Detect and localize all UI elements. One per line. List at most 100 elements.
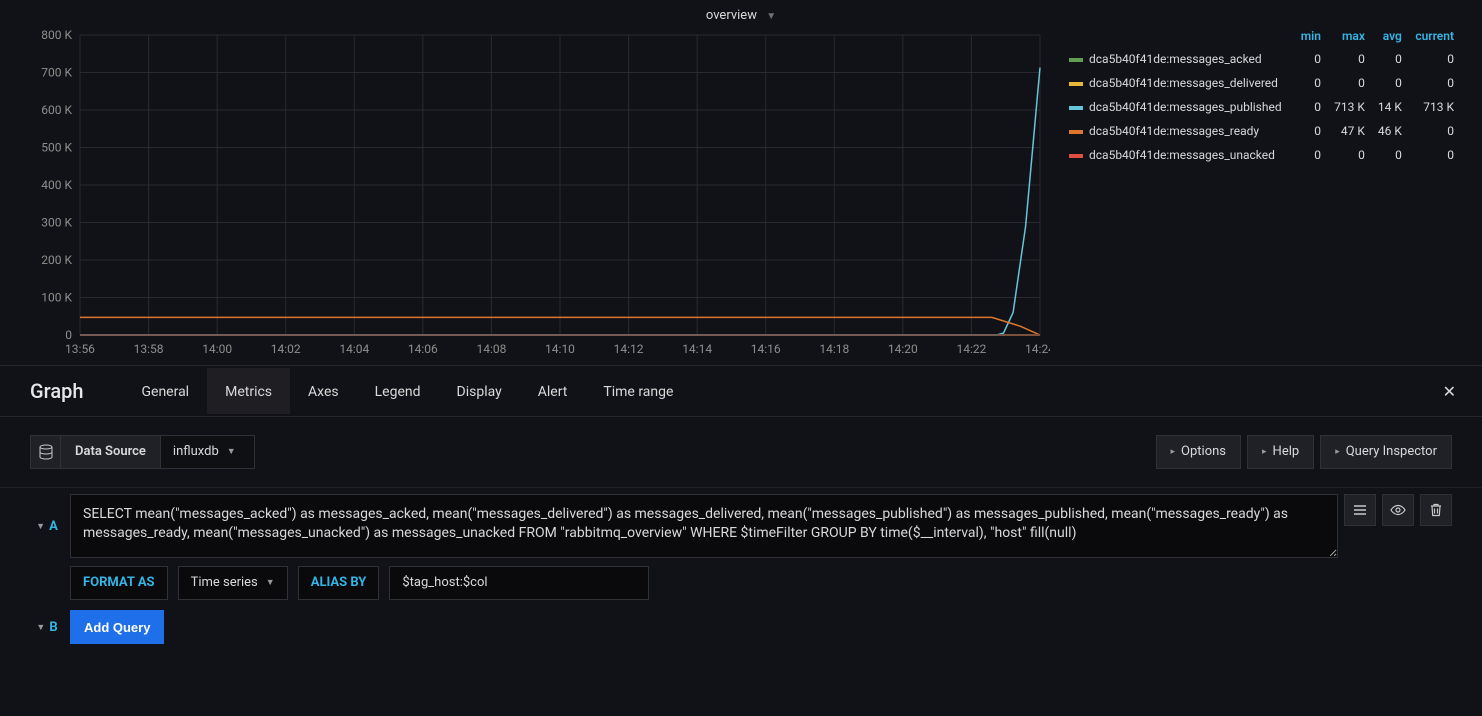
- legend-min: 0: [1296, 47, 1329, 71]
- help-button[interactable]: ▸ Help: [1247, 435, 1314, 469]
- datasource-row: Data Source influxdb ▼ ▸ Options ▸ Help …: [0, 417, 1482, 488]
- svg-text:14:08: 14:08: [476, 342, 506, 356]
- legend-avg: 46 K: [1373, 119, 1410, 143]
- legend-max: 0: [1329, 47, 1373, 71]
- svg-text:14:20: 14:20: [888, 342, 918, 356]
- legend-header-blank: [1065, 25, 1296, 47]
- alias-by-label: ALIAS BY: [298, 566, 380, 600]
- svg-text:14:14: 14:14: [682, 342, 712, 356]
- trash-icon[interactable]: [1420, 494, 1452, 526]
- query-b-handle[interactable]: ▼ B: [30, 620, 64, 635]
- svg-text:200 K: 200 K: [41, 253, 72, 267]
- chevron-down-icon: ▼: [266, 567, 275, 599]
- svg-text:14:22: 14:22: [956, 342, 986, 356]
- options-button[interactable]: ▸ Options: [1156, 435, 1242, 469]
- legend-row[interactable]: dca5b40f41de:messages_published0713 K14 …: [1065, 95, 1462, 119]
- legend-avg: 14 K: [1373, 95, 1410, 119]
- legend-max: 47 K: [1329, 119, 1373, 143]
- tab-time-range[interactable]: Time range: [585, 368, 691, 414]
- svg-text:14:10: 14:10: [545, 342, 575, 356]
- legend-avg: 0: [1373, 71, 1410, 95]
- legend-current: 0: [1410, 143, 1462, 167]
- datasource-value: influxdb: [173, 436, 219, 468]
- tab-alert[interactable]: Alert: [520, 368, 586, 414]
- database-icon: [30, 435, 60, 469]
- svg-text:14:24: 14:24: [1025, 342, 1050, 356]
- tab-legend[interactable]: Legend: [357, 368, 439, 414]
- chevron-down-icon: ▼: [36, 622, 45, 633]
- legend-avg: 0: [1373, 143, 1410, 167]
- legend-max: 0: [1329, 71, 1373, 95]
- svg-text:400 K: 400 K: [41, 178, 72, 192]
- chevron-down-icon: ▼: [227, 436, 236, 468]
- eye-icon[interactable]: [1382, 494, 1414, 526]
- query-a-handle[interactable]: ▼ A: [30, 494, 64, 558]
- legend-table: min max avg current dca5b40f41de:message…: [1050, 25, 1472, 365]
- svg-text:13:56: 13:56: [65, 342, 95, 356]
- legend-series-label: dca5b40f41de:messages_ready: [1089, 124, 1259, 138]
- panel-title[interactable]: overview ▼: [0, 0, 1482, 25]
- legend-row[interactable]: dca5b40f41de:messages_acked0000: [1065, 47, 1462, 71]
- legend-swatch: [1069, 82, 1083, 86]
- legend-min: 0: [1296, 143, 1329, 167]
- svg-text:800 K: 800 K: [41, 28, 72, 42]
- format-as-select[interactable]: Time series ▼: [178, 566, 288, 600]
- hamburger-icon[interactable]: [1344, 494, 1376, 526]
- query-letter-b: B: [49, 620, 57, 635]
- legend-series-label: dca5b40f41de:messages_published: [1089, 100, 1282, 114]
- add-query-button[interactable]: Add Query: [70, 610, 164, 644]
- tab-display[interactable]: Display: [439, 368, 520, 414]
- legend-header-current[interactable]: current: [1410, 25, 1462, 47]
- svg-text:14:04: 14:04: [339, 342, 369, 356]
- legend-max: 713 K: [1329, 95, 1373, 119]
- caret-right-icon: ▸: [1171, 436, 1176, 468]
- caret-right-icon: ▸: [1262, 436, 1267, 468]
- svg-text:14:18: 14:18: [819, 342, 849, 356]
- legend-current: 713 K: [1410, 95, 1462, 119]
- tab-metrics[interactable]: Metrics: [207, 368, 290, 414]
- datasource-label: Data Source: [60, 435, 160, 469]
- svg-text:14:12: 14:12: [614, 342, 644, 356]
- query-letter-a: A: [49, 519, 58, 534]
- svg-text:500 K: 500 K: [41, 141, 72, 155]
- legend-header-min[interactable]: min: [1296, 25, 1329, 47]
- tab-general[interactable]: General: [123, 368, 207, 414]
- editor-header: Graph General Metrics Axes Legend Displa…: [0, 365, 1482, 417]
- chevron-down-icon: ▼: [36, 521, 45, 532]
- format-as-label: FORMAT AS: [70, 566, 168, 600]
- legend-row[interactable]: dca5b40f41de:messages_unacked0000: [1065, 143, 1462, 167]
- datasource-select[interactable]: influxdb ▼: [160, 435, 255, 469]
- legend-current: 0: [1410, 47, 1462, 71]
- legend-row[interactable]: dca5b40f41de:messages_delivered0000: [1065, 71, 1462, 95]
- legend-current: 0: [1410, 71, 1462, 95]
- chart[interactable]: 0100 K200 K300 K400 K500 K600 K700 K800 …: [30, 25, 1050, 355]
- legend-row[interactable]: dca5b40f41de:messages_ready047 K46 K0: [1065, 119, 1462, 143]
- svg-text:13:58: 13:58: [134, 342, 164, 356]
- svg-text:100 K: 100 K: [41, 291, 72, 305]
- close-icon[interactable]: ✕: [1437, 376, 1462, 407]
- legend-max: 0: [1329, 143, 1373, 167]
- svg-text:0: 0: [65, 328, 72, 342]
- tab-axes[interactable]: Axes: [290, 368, 357, 414]
- panel-title-text: overview: [706, 8, 757, 23]
- legend-min: 0: [1296, 119, 1329, 143]
- legend-series-label: dca5b40f41de:messages_unacked: [1089, 148, 1275, 162]
- legend-min: 0: [1296, 71, 1329, 95]
- query-a-editor[interactable]: [70, 494, 1338, 558]
- query-inspector-button[interactable]: ▸ Query Inspector: [1320, 435, 1452, 469]
- chevron-down-icon: ▼: [766, 11, 776, 22]
- legend-header-max[interactable]: max: [1329, 25, 1373, 47]
- legend-swatch: [1069, 130, 1083, 134]
- legend-min: 0: [1296, 95, 1329, 119]
- legend-avg: 0: [1373, 47, 1410, 71]
- legend-header-avg[interactable]: avg: [1373, 25, 1410, 47]
- legend-swatch: [1069, 106, 1083, 110]
- caret-right-icon: ▸: [1335, 436, 1340, 468]
- legend-series-label: dca5b40f41de:messages_acked: [1089, 52, 1262, 66]
- legend-current: 0: [1410, 119, 1462, 143]
- editor-title: Graph: [30, 379, 83, 403]
- alias-by-input[interactable]: $tag_host:$col: [389, 566, 649, 600]
- svg-text:600 K: 600 K: [41, 103, 72, 117]
- svg-text:14:16: 14:16: [751, 342, 781, 356]
- legend-swatch: [1069, 58, 1083, 62]
